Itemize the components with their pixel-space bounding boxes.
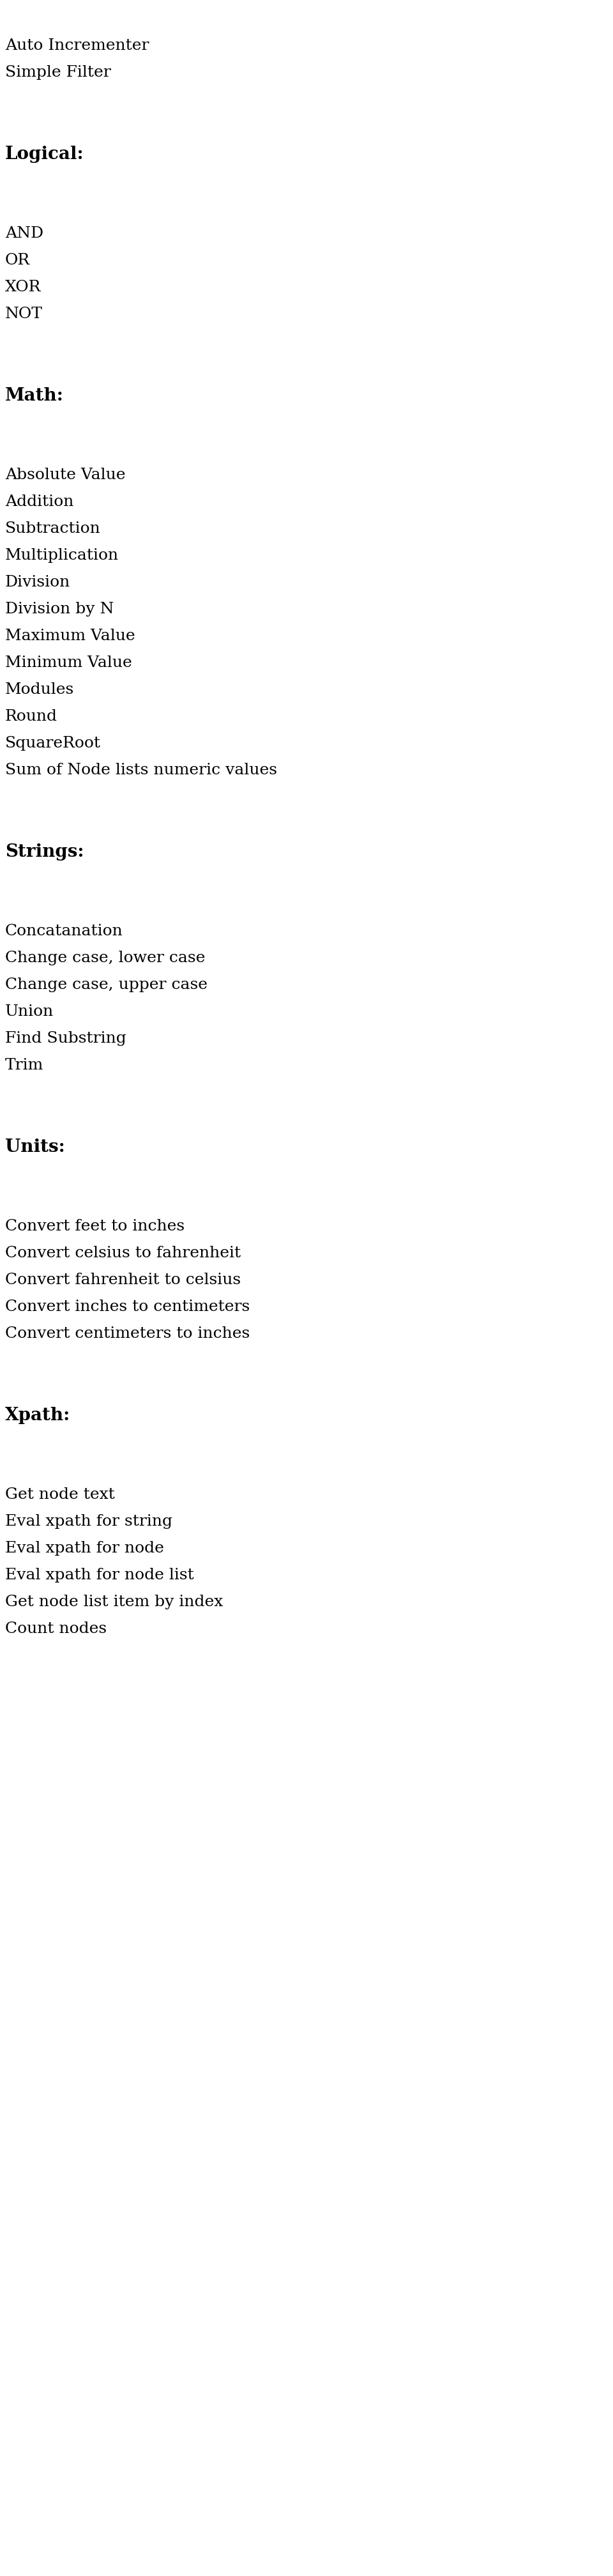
Text: Get node list item by index: Get node list item by index xyxy=(5,1595,223,1610)
Text: Multiplication: Multiplication xyxy=(5,549,119,564)
Text: Eval xpath for string: Eval xpath for string xyxy=(5,1515,172,1530)
Text: Sum of Node lists numeric values: Sum of Node lists numeric values xyxy=(5,762,277,778)
Text: Simple Filter: Simple Filter xyxy=(5,64,111,80)
Text: Convert centimeters to inches: Convert centimeters to inches xyxy=(5,1327,250,1342)
Text: Math:: Math: xyxy=(5,386,64,404)
Text: Units: Units xyxy=(5,1139,58,1157)
Text: Change case, lower case: Change case, lower case xyxy=(5,951,205,966)
Text: Maximum Value: Maximum Value xyxy=(5,629,135,644)
Text: Addition: Addition xyxy=(5,495,74,510)
Text: Round: Round xyxy=(5,708,58,724)
Text: Division by N: Division by N xyxy=(5,603,114,616)
Text: OR: OR xyxy=(5,252,30,268)
Text: AND: AND xyxy=(5,227,44,242)
Text: Units:: Units: xyxy=(5,1139,65,1157)
Text: XOR: XOR xyxy=(5,281,41,294)
Text: Subtraction: Subtraction xyxy=(5,520,101,536)
Text: Units: Units xyxy=(5,1139,58,1157)
Text: Eval xpath for node list: Eval xpath for node list xyxy=(5,1569,194,1582)
Text: Get node text: Get node text xyxy=(5,1489,115,1502)
Text: Absolute Value: Absolute Value xyxy=(5,469,126,482)
Text: Change case, upper case: Change case, upper case xyxy=(5,979,208,992)
Text: Minimum Value: Minimum Value xyxy=(5,657,132,670)
Text: Convert inches to centimeters: Convert inches to centimeters xyxy=(5,1301,250,1314)
Text: Union: Union xyxy=(5,1005,54,1020)
Text: Find Substring: Find Substring xyxy=(5,1030,126,1046)
Text: Convert fahrenheit to celsius: Convert fahrenheit to celsius xyxy=(5,1273,241,1288)
Text: Units:: Units: xyxy=(5,1139,65,1157)
Text: Division: Division xyxy=(5,574,70,590)
Text: Convert celsius to fahrenheit: Convert celsius to fahrenheit xyxy=(5,1247,241,1260)
Text: Count nodes: Count nodes xyxy=(5,1623,107,1636)
Text: Xpath:: Xpath: xyxy=(5,1406,70,1425)
Text: Convert feet to inches: Convert feet to inches xyxy=(5,1218,185,1234)
Text: Eval xpath for node: Eval xpath for node xyxy=(5,1540,164,1556)
Text: Logical:: Logical: xyxy=(5,147,84,162)
Text: SquareRoot: SquareRoot xyxy=(5,737,101,752)
Text: Modules: Modules xyxy=(5,683,74,698)
Text: NOT: NOT xyxy=(5,307,43,322)
Text: Trim: Trim xyxy=(5,1059,44,1074)
Text: Auto Incrementer: Auto Incrementer xyxy=(5,39,149,54)
Text: Strings:: Strings: xyxy=(5,845,84,860)
Text: Concatanation: Concatanation xyxy=(5,925,123,938)
